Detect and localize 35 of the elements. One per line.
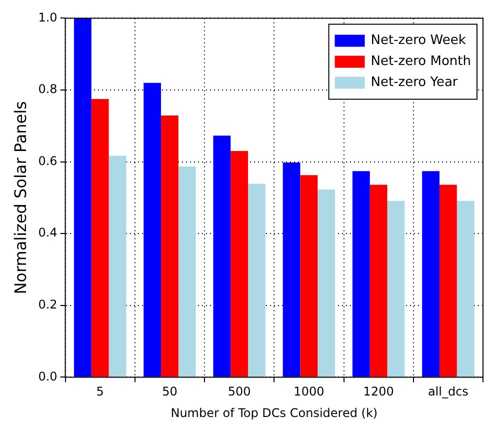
x-tick-label: all_dcs: [428, 384, 468, 399]
x-tick-label: 1000: [294, 384, 324, 399]
bar: [74, 18, 92, 377]
x-tick-label: 50: [162, 384, 178, 399]
x-axis-title: Number of Top DCs Considered (k): [170, 406, 378, 420]
bar: [300, 175, 318, 377]
bar: [387, 200, 405, 377]
x-tick-label: 1200: [363, 384, 394, 399]
y-tick-label: 0.4: [38, 226, 58, 240]
bar: [352, 171, 370, 377]
y-tick-label: 0.6: [38, 154, 58, 168]
bar: [439, 184, 457, 377]
legend-label: Net-zero Month: [370, 54, 472, 70]
bar: [318, 189, 336, 377]
bar: [144, 82, 162, 377]
bar: [370, 184, 388, 377]
bar: [213, 136, 231, 377]
bar: [178, 166, 196, 377]
legend-label: Net-zero Year: [370, 75, 458, 90]
bar: [230, 151, 248, 377]
bar: [161, 115, 178, 377]
y-tick-label: 0.0: [38, 369, 58, 384]
y-tick-label: 0.2: [38, 298, 58, 312]
bar: [282, 162, 300, 377]
bar: [456, 200, 474, 377]
bar: [422, 171, 440, 377]
bar: [91, 98, 109, 377]
x-tick-label: 5: [96, 384, 104, 399]
y-tick-label: 1.0: [38, 10, 58, 24]
legend-label: Net-zero Week: [370, 33, 466, 48]
y-axis-title: Normalized Solar Panels: [10, 101, 30, 294]
bar: [248, 184, 266, 377]
x-tick-label: 500: [228, 384, 251, 399]
y-tick-label: 0.8: [38, 82, 58, 96]
bar: [108, 156, 126, 377]
